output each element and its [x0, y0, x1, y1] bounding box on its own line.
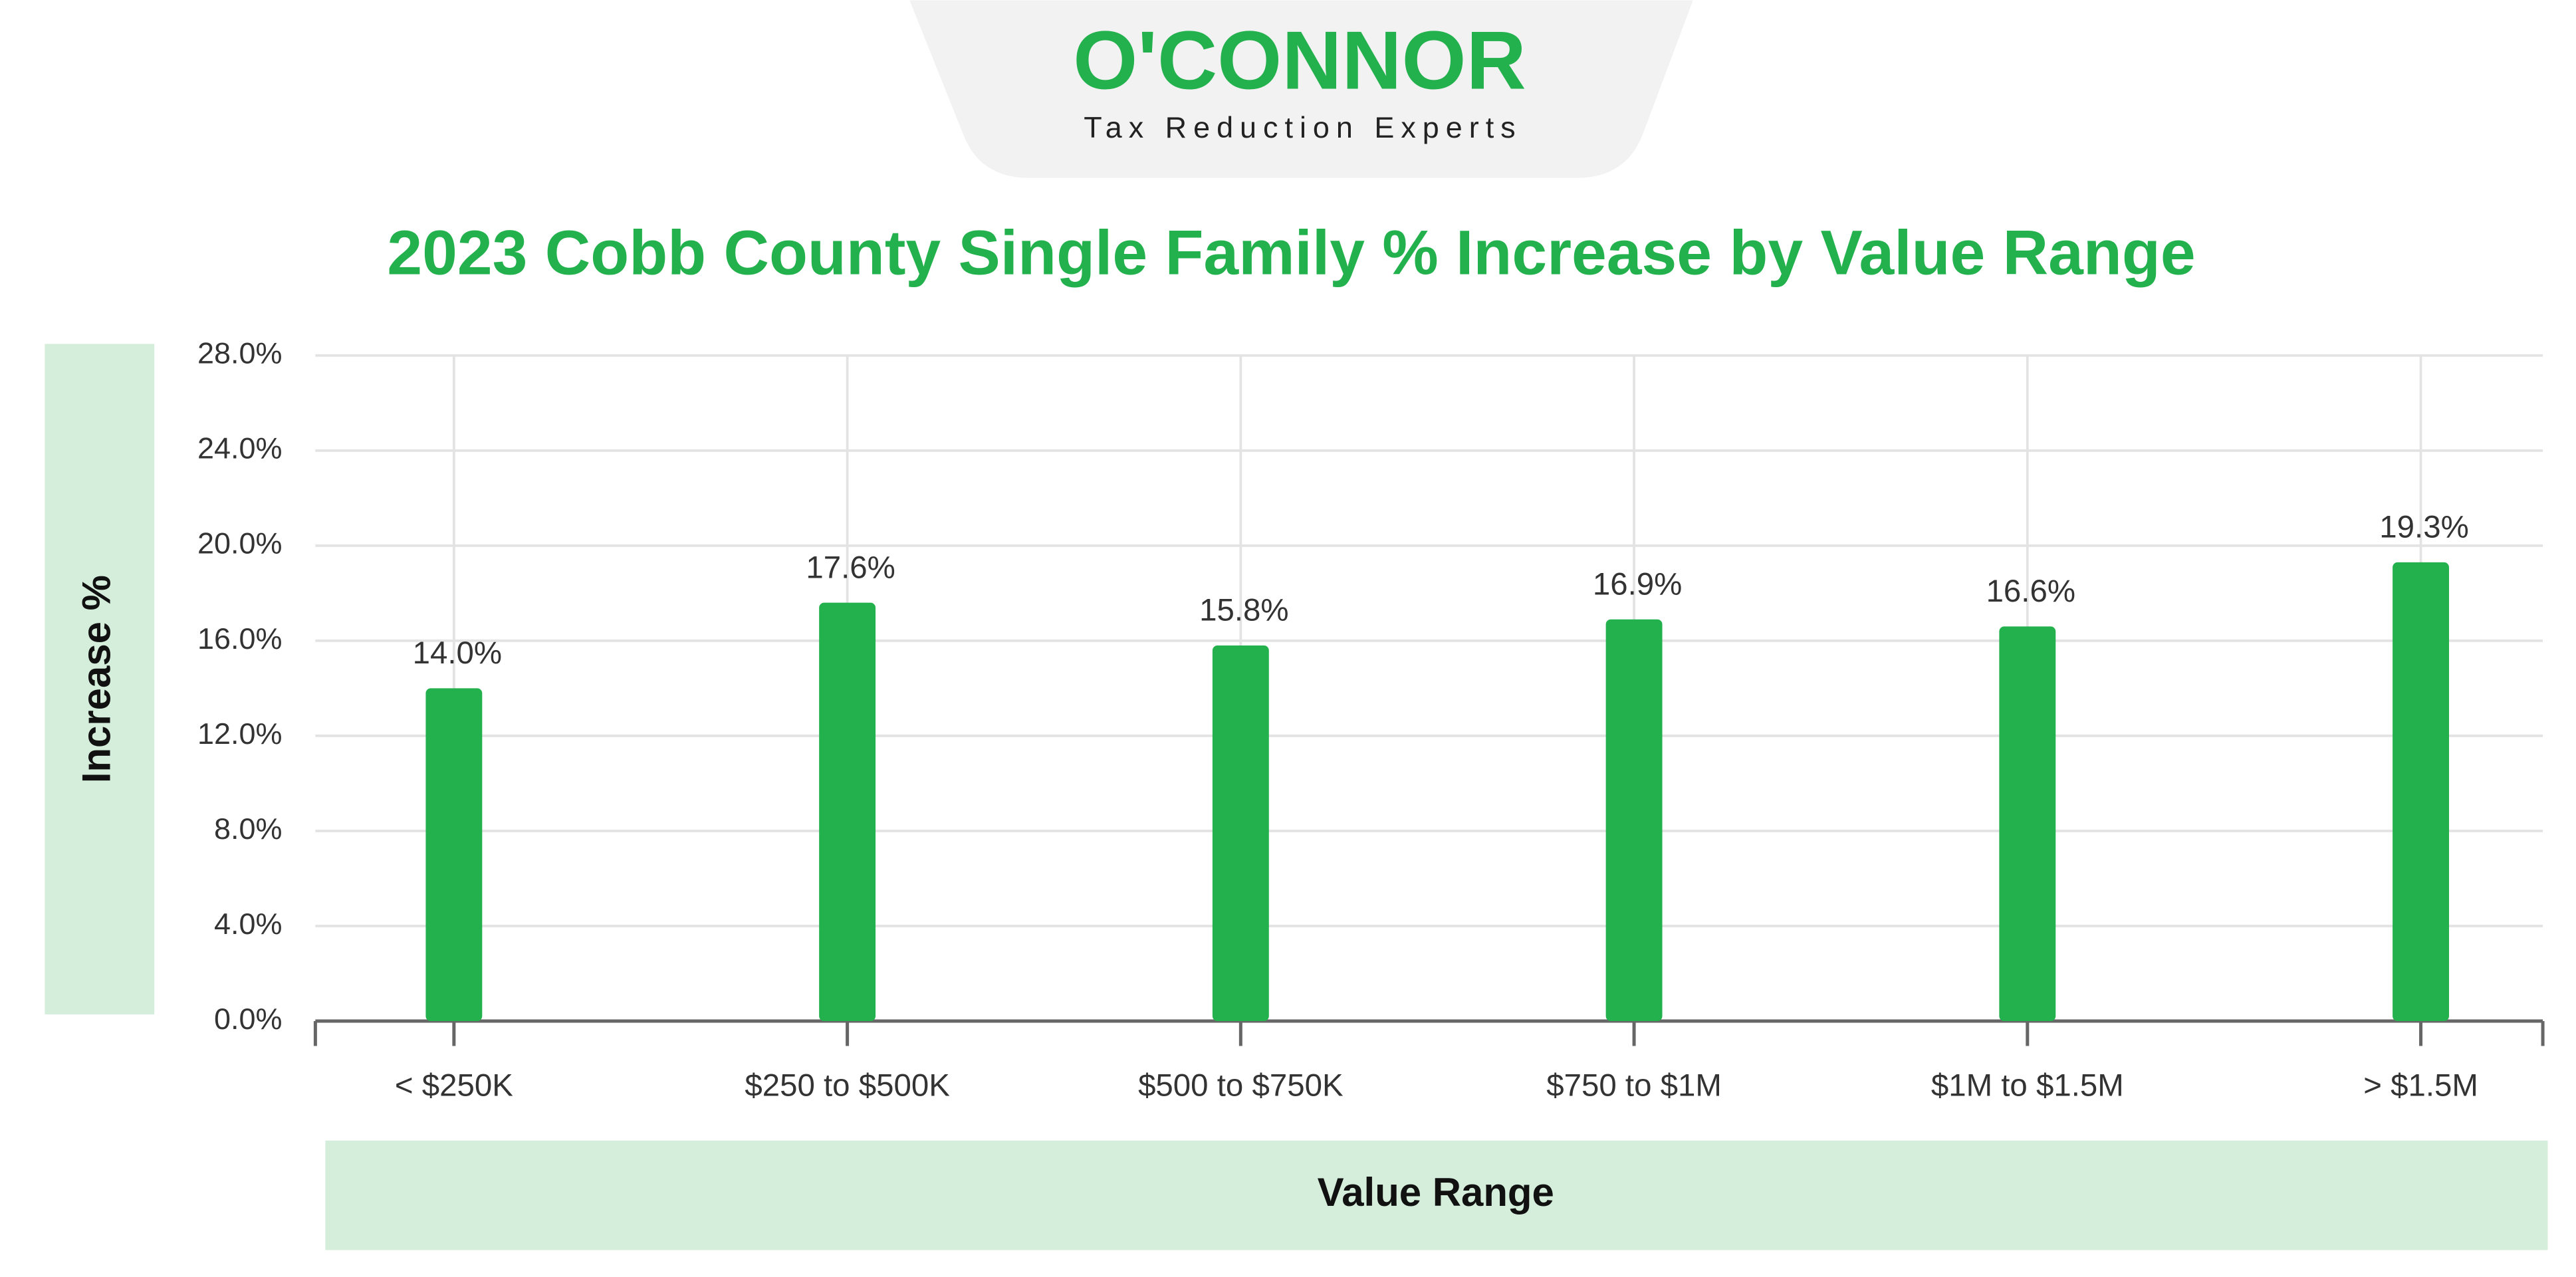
bar — [425, 688, 483, 1022]
y-tick-label: 0.0% — [214, 1002, 282, 1036]
x-tick-label: $250 to $500K — [745, 1068, 950, 1103]
x-tick-label: $500 to $750K — [1138, 1068, 1344, 1103]
value-label: 16.6% — [1986, 574, 2075, 609]
bar — [2393, 562, 2449, 1022]
y-tick-label: 4.0% — [214, 907, 282, 941]
y-tick-label: 24.0% — [197, 431, 282, 465]
value-label: 15.8% — [1199, 593, 1288, 628]
logo-background — [909, 0, 1693, 178]
x-tick-label: $1M to $1.5M — [1931, 1068, 2124, 1103]
x-label-box — [325, 1140, 2548, 1250]
y-label-box — [45, 344, 155, 1015]
value-label: 16.9% — [1593, 566, 1682, 602]
y-tick-label: 20.0% — [197, 526, 282, 560]
bar — [1212, 645, 1269, 1022]
value-label: 14.0% — [413, 636, 502, 671]
y-tick-label: 28.0% — [197, 336, 282, 370]
y-tick-label: 16.0% — [197, 622, 282, 655]
x-tick-label: > $1.5M — [2363, 1068, 2478, 1103]
bar — [819, 602, 876, 1022]
x-tick-label: $750 to $1M — [1546, 1068, 1722, 1103]
y-tick-label: 12.0% — [197, 717, 282, 751]
y-tick-label: 8.0% — [214, 812, 282, 846]
x-axis-label: Value Range — [1318, 1170, 1554, 1215]
y-axis-label: Increase % — [74, 575, 119, 783]
value-label: 17.6% — [806, 550, 895, 585]
x-tick-label: < $250K — [395, 1068, 513, 1103]
plot-area: 0.0% 4.0% 8.0% 12.0% 16.0% 20.0% 24.0% 28.0% < $… — [197, 336, 2545, 1103]
bar — [1999, 626, 2056, 1022]
logo-tagline: Tax Reduction Experts — [1084, 110, 1522, 144]
bar — [1605, 619, 1663, 1022]
logo-name: O'CONNOR — [1073, 14, 1526, 106]
value-label: 19.3% — [2379, 509, 2468, 544]
chart-title: 2023 Cobb County Single Family % Increas… — [387, 218, 2195, 289]
